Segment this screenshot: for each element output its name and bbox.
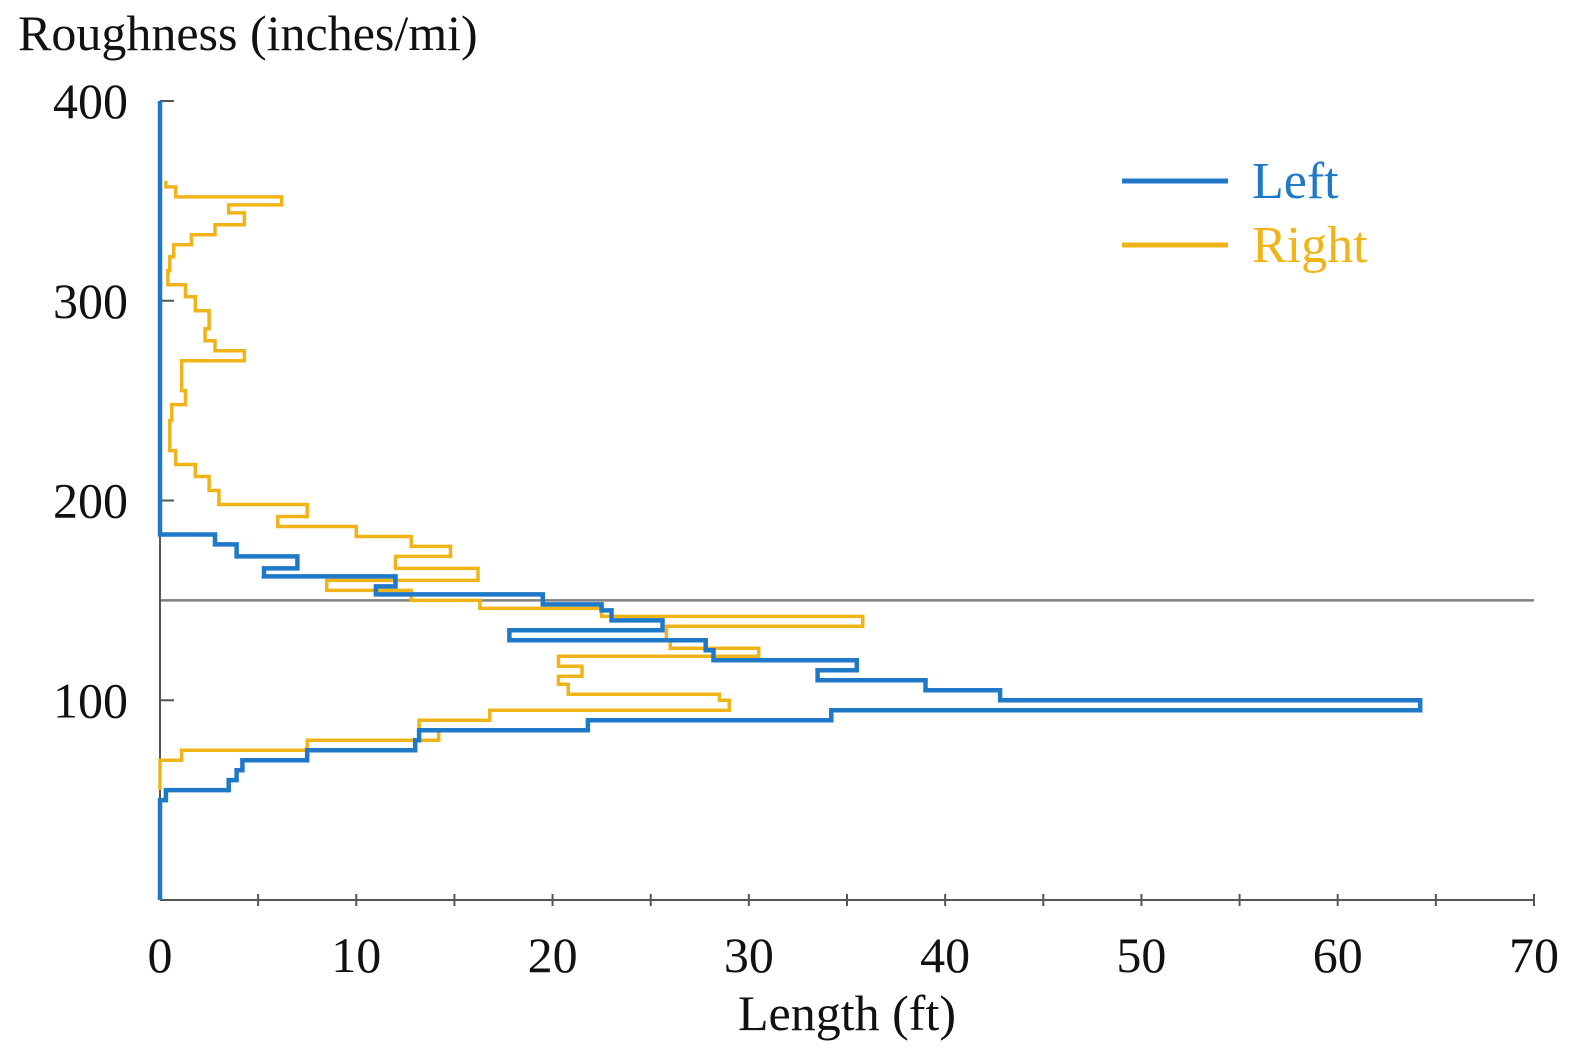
x-tick-label: 0: [148, 927, 173, 983]
x-tick-label: 10: [331, 927, 381, 983]
y-axis-title: Roughness (inches/mi): [18, 5, 478, 61]
x-tick-label: 40: [920, 927, 970, 983]
x-axis-title: Length (ft): [738, 985, 956, 1041]
series-layer: [157, 101, 1423, 900]
x-tick-label: 30: [724, 927, 774, 983]
x-tick-label: 70: [1509, 927, 1559, 983]
ticks-layer: 0 10 20 30 40 50 60 70 100 200 300 400: [53, 73, 1559, 983]
legend-label-left: Left: [1252, 153, 1339, 210]
x-tick-label: 50: [1116, 927, 1166, 983]
legend: Left Right: [1122, 153, 1368, 274]
y-tick-label: 100: [53, 672, 128, 728]
x-tick-label: 60: [1313, 927, 1363, 983]
legend-label-right: Right: [1252, 217, 1368, 274]
y-tick-label: 200: [53, 473, 128, 529]
y-tick-label: 300: [53, 273, 128, 329]
x-tick-label: 20: [528, 927, 578, 983]
series-line-right: [158, 180, 865, 791]
series-line-left: [157, 101, 1423, 900]
y-tick-label: 400: [53, 73, 128, 129]
